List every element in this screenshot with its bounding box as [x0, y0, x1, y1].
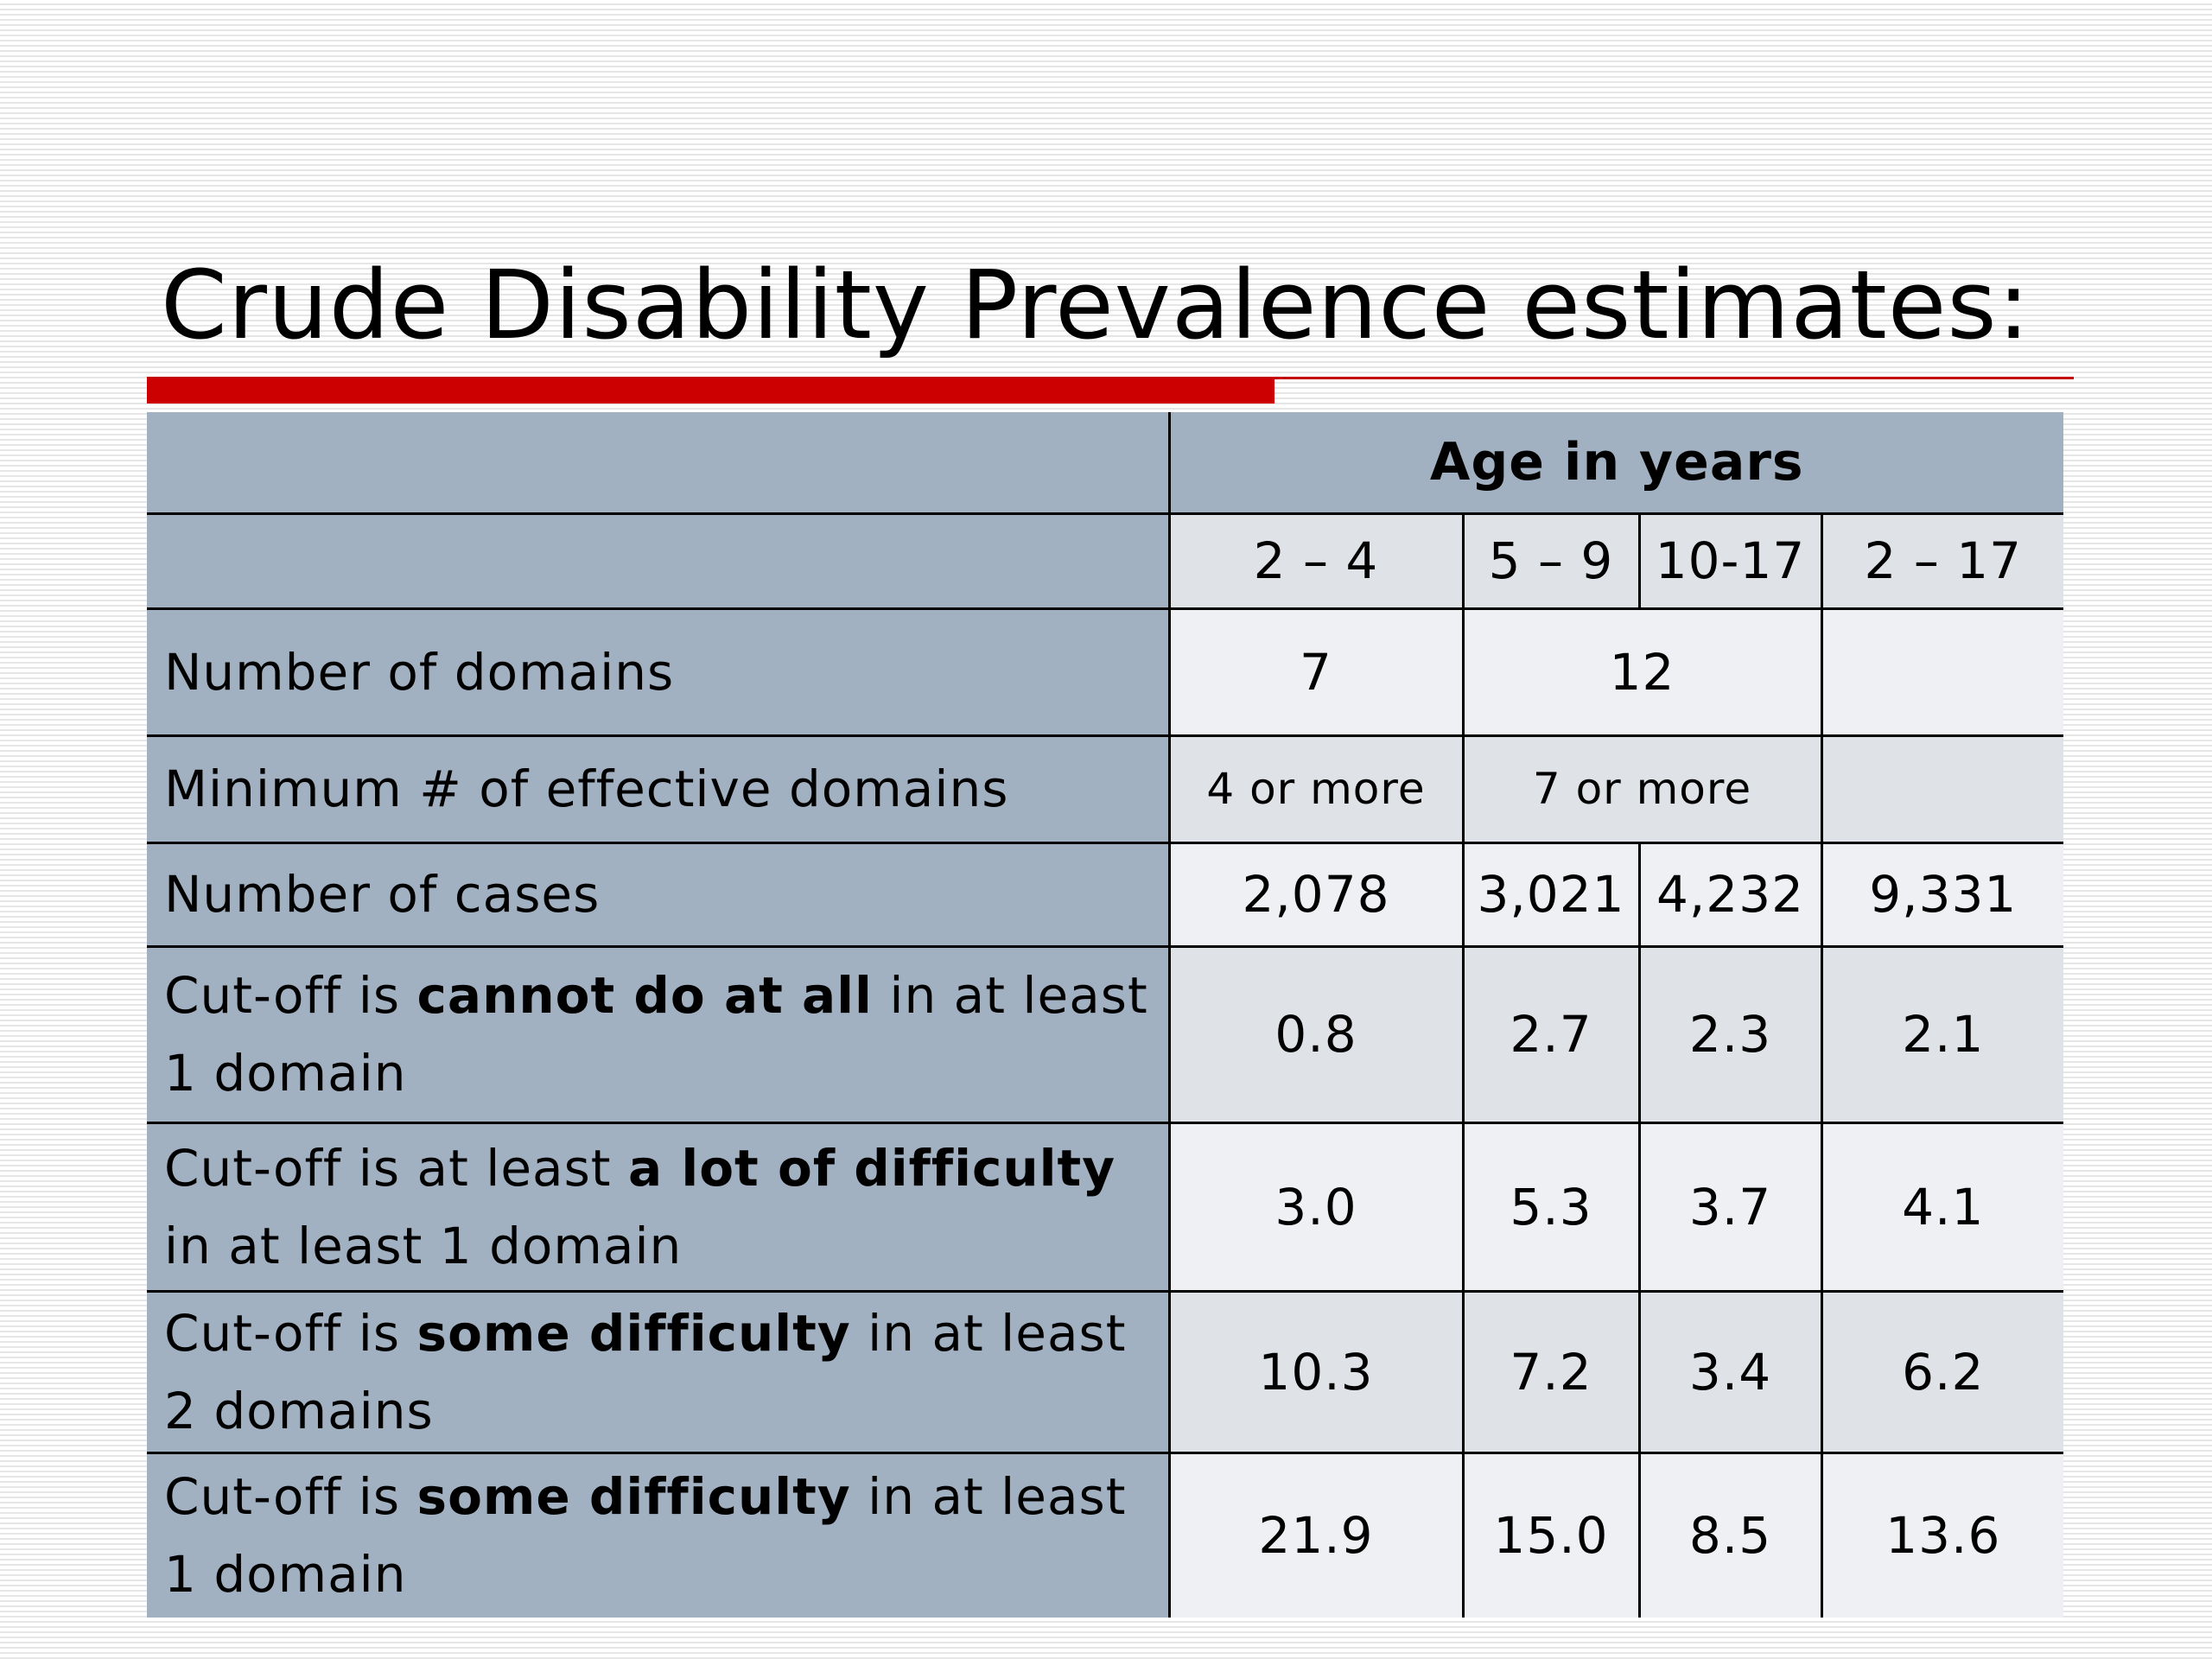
row-label-text: Cut-off is — [164, 1303, 417, 1363]
table-cell: 7 or more — [1461, 734, 1823, 844]
row-label-text: in at least 1 domain — [164, 966, 1148, 1103]
age-group-header: Age in years — [1167, 412, 2064, 515]
row-label: Cut-off is cannot do at all in at least … — [147, 944, 1171, 1124]
table-cell: 3.7 — [1637, 1121, 1823, 1293]
table-row: Cut-off is some difficulty in at least 2… — [147, 1289, 2064, 1454]
table-cell: 0.8 — [1167, 944, 1465, 1124]
table-cell: 3,021 — [1461, 841, 1641, 948]
row-label-text: Cut-off is — [164, 966, 417, 1025]
table-cell: 4.1 — [1820, 1121, 2064, 1293]
row-label: Number of cases — [147, 841, 1171, 948]
prevalence-table: Age in years 2 – 4 5 – 9 10-17 2 – 17 Nu… — [147, 412, 2064, 1618]
table-cell: 15.0 — [1461, 1451, 1641, 1618]
table-cell: 2.1 — [1820, 944, 2064, 1124]
row-label: Cut-off is some difficulty in at least 1… — [147, 1451, 1171, 1618]
row-label-emphasis: some difficulty — [416, 1303, 851, 1363]
table-cell: 12 — [1461, 607, 1823, 737]
age-header-cell: 5 – 9 — [1461, 512, 1641, 610]
row-label-emphasis: cannot do at all — [416, 966, 873, 1025]
age-header-cell: 2 – 17 — [1820, 512, 2064, 610]
row-label: Cut-off is some difficulty in at least 2… — [147, 1289, 1171, 1454]
table-header-row-ages: 2 – 4 5 – 9 10-17 2 – 17 — [147, 512, 2064, 610]
table-row: Minimum # of effective domains 4 or more… — [147, 734, 2064, 844]
table-header-row-group: Age in years — [147, 412, 2064, 515]
table-cell: 4 or more — [1167, 734, 1465, 844]
title-underline-accent — [147, 378, 1274, 404]
slide-title: Crude Disability Prevalence estimates: — [161, 250, 2031, 360]
table-cell: 6.2 — [1820, 1289, 2064, 1454]
title-underline-thin — [147, 377, 2074, 379]
row-label-emphasis: a lot of difficulty — [628, 1138, 1116, 1198]
row-label-text: in at least 2 domains — [164, 1303, 1127, 1440]
row-label: Minimum # of effective domains — [147, 734, 1171, 844]
table-cell-empty — [1820, 734, 2064, 844]
age-header-cell: 10-17 — [1637, 512, 1823, 610]
table-cell: 13.6 — [1820, 1451, 2064, 1618]
table-cell: 7.2 — [1461, 1289, 1641, 1454]
age-header-cell: 2 – 4 — [1167, 512, 1465, 610]
row-label: Number of domains — [147, 607, 1171, 737]
table-row: Number of domains 7 12 — [147, 607, 2064, 737]
table-row: Cut-off is some difficulty in at least 1… — [147, 1451, 2064, 1618]
table-cell: 10.3 — [1167, 1289, 1465, 1454]
table-row: Number of cases 2,078 3,021 4,232 9,331 — [147, 841, 2064, 948]
table-cell: 7 — [1167, 607, 1465, 737]
table-cell: 3.4 — [1637, 1289, 1823, 1454]
header-empty-cell — [147, 512, 1171, 610]
table-cell: 21.9 — [1167, 1451, 1465, 1618]
table-cell-empty — [1820, 607, 2064, 737]
table-row: Cut-off is at least a lot of difficulty … — [147, 1121, 2064, 1293]
table-cell: 5.3 — [1461, 1121, 1641, 1293]
table-cell: 2,078 — [1167, 841, 1465, 948]
table-cell: 3.0 — [1167, 1121, 1465, 1293]
table-cell: 2.7 — [1461, 944, 1641, 1124]
table-cell: 8.5 — [1637, 1451, 1823, 1618]
table-cell: 2.3 — [1637, 944, 1823, 1124]
row-label-text: Cut-off is — [164, 1467, 417, 1527]
row-label: Cut-off is at least a lot of difficulty … — [147, 1121, 1171, 1293]
row-label-text: in at least 1 domain — [164, 1216, 683, 1275]
row-label-text: in at least 1 domain — [164, 1467, 1127, 1605]
header-empty-cell — [147, 412, 1171, 515]
table-cell: 9,331 — [1820, 841, 2064, 948]
table-cell: 4,232 — [1637, 841, 1823, 948]
row-label-emphasis: some difficulty — [416, 1467, 851, 1527]
table-row: Cut-off is cannot do at all in at least … — [147, 944, 2064, 1124]
row-label-text: Cut-off is at least — [164, 1138, 628, 1198]
